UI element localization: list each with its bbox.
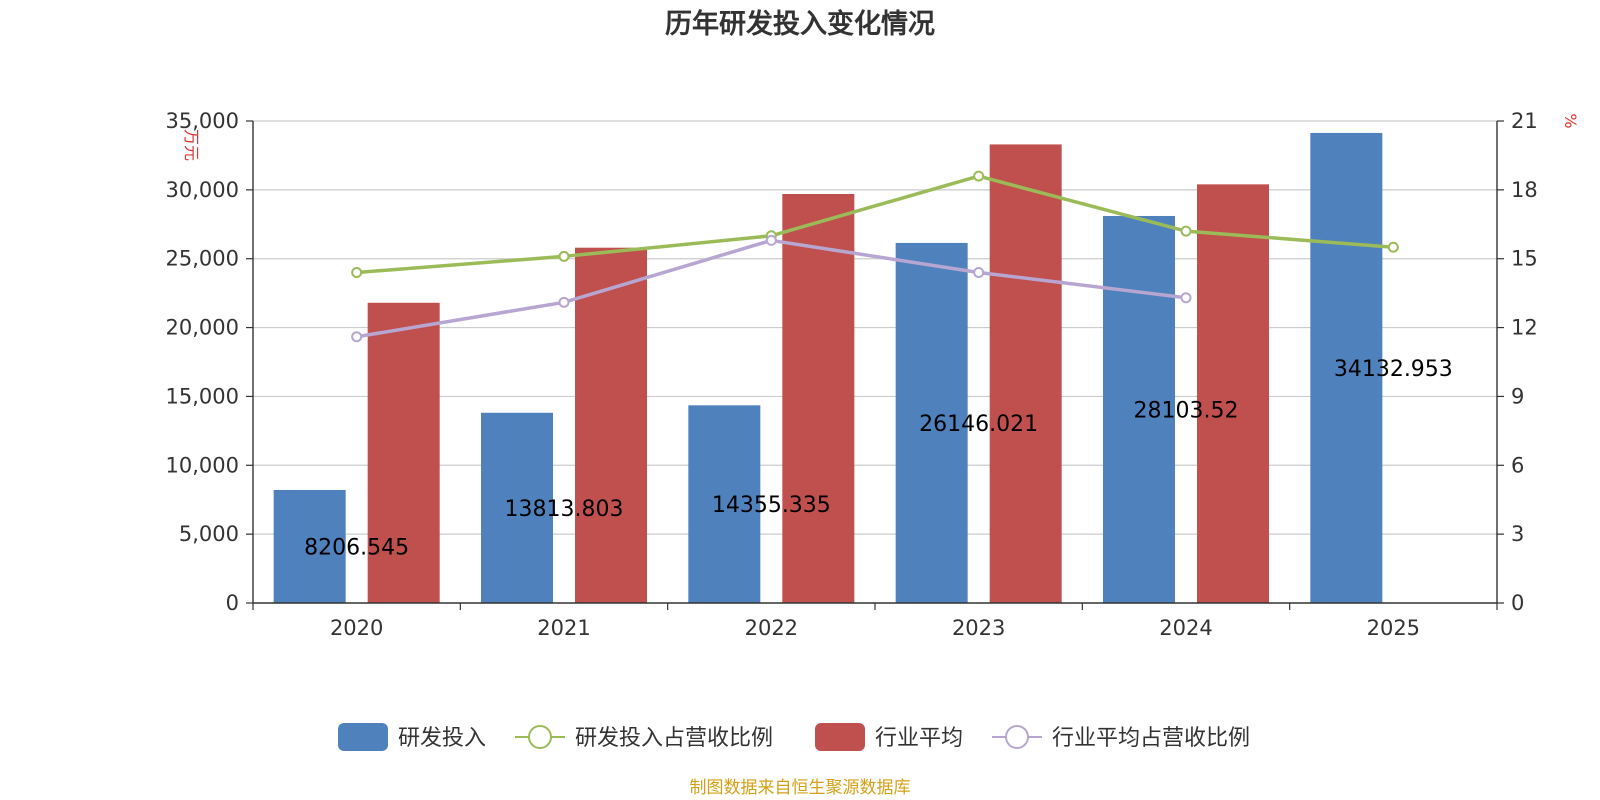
- line-point: [558, 250, 570, 262]
- series-line: [356, 174, 1394, 275]
- bar-data-label: 28103.52: [1134, 398, 1239, 423]
- x-axis-tick-label: 2020: [330, 616, 383, 640]
- bar: [1310, 132, 1383, 603]
- left-axis-tick-label: 15,000: [166, 384, 239, 408]
- right-axis-tick-label: 3: [1511, 522, 1524, 546]
- chart-title: 历年研发投入变化情况: [665, 8, 935, 40]
- bar: [782, 193, 855, 603]
- line-point: [973, 170, 985, 182]
- line-point: [558, 296, 570, 308]
- left-axis-tick-label: 25,000: [166, 247, 239, 271]
- bar: [895, 242, 968, 603]
- data-labels-layer: 8206.545 13813.803 14355.335 26146.021 28103…: [304, 357, 1453, 561]
- bar: [273, 489, 346, 603]
- left-axis-tick-label: 35,000: [166, 109, 239, 133]
- x-axis-tick-label: 2024: [1159, 616, 1212, 640]
- bar: [688, 405, 761, 603]
- line-point: [973, 266, 985, 278]
- right-axis-tick-label: 6: [1511, 453, 1524, 477]
- right-axis-tick-label: 0: [1511, 591, 1524, 615]
- legend: 研发投入 研发投入占营收比例 行业平均 行业平均占营收比例: [338, 723, 1250, 751]
- legend-label: 研发投入占营收比例: [575, 726, 773, 751]
- bar-data-label: 8206.545: [304, 535, 409, 560]
- right-axis-tick-label: 18: [1511, 178, 1538, 202]
- x-axis-tick-label: 2021: [537, 616, 590, 640]
- lines-layer: [351, 170, 1399, 343]
- line-point: [351, 266, 363, 278]
- left-axis-tick-label: 10,000: [166, 453, 239, 477]
- x-axis-tick-label: 2025: [1367, 616, 1420, 640]
- bar: [575, 247, 647, 603]
- right-axis-unit: %: [1561, 113, 1580, 128]
- legend-label: 行业平均占营收比例: [1052, 726, 1250, 751]
- left-axis-tick-label: 5,000: [179, 522, 239, 546]
- legend-swatch-bar: [815, 723, 865, 751]
- line-point: [1180, 225, 1192, 237]
- bars-layer: [273, 132, 1383, 604]
- right-axis-tick-label: 9: [1511, 384, 1524, 408]
- bar-data-label: 13813.803: [505, 497, 624, 522]
- line-point: [1387, 241, 1399, 253]
- bar-data-label: 26146.021: [919, 412, 1038, 437]
- left-axis-tick-label: 0: [226, 591, 239, 615]
- axes-layer: 0 5,000 10,000 15,000 20,000 25,000 30,000 35,0…: [166, 109, 1538, 640]
- legend-label: 行业平均: [875, 726, 963, 751]
- bar: [1197, 184, 1269, 603]
- bar: [481, 412, 553, 603]
- legend-label: 研发投入: [398, 726, 486, 751]
- x-axis-tick-label: 2023: [952, 616, 1005, 640]
- legend-swatch-bar: [338, 723, 388, 751]
- x-axis-tick-label: 2022: [745, 616, 798, 640]
- grid-lines: [253, 120, 1497, 535]
- left-axis-tick-label: 30,000: [166, 178, 239, 202]
- line-point: [765, 234, 777, 246]
- bar: [1103, 215, 1175, 604]
- line-point: [1180, 292, 1192, 304]
- legend-swatch-marker: [528, 725, 552, 749]
- bar: [367, 302, 440, 603]
- right-axis-tick-label: 21: [1511, 109, 1538, 133]
- right-axis-tick-label: 15: [1511, 247, 1538, 271]
- left-axis-tick-label: 20,000: [166, 316, 239, 340]
- bar: [989, 144, 1062, 603]
- bar-data-label: 14355.335: [712, 493, 831, 518]
- line-point: [351, 331, 363, 343]
- legend-swatch-marker: [1005, 725, 1029, 749]
- right-axis-tick-label: 12: [1511, 316, 1538, 340]
- bar-data-label: 34132.953: [1334, 357, 1453, 382]
- data-source-note: 制图数据来自恒生聚源数据库: [690, 778, 911, 798]
- left-axis-unit: 万元: [182, 129, 201, 161]
